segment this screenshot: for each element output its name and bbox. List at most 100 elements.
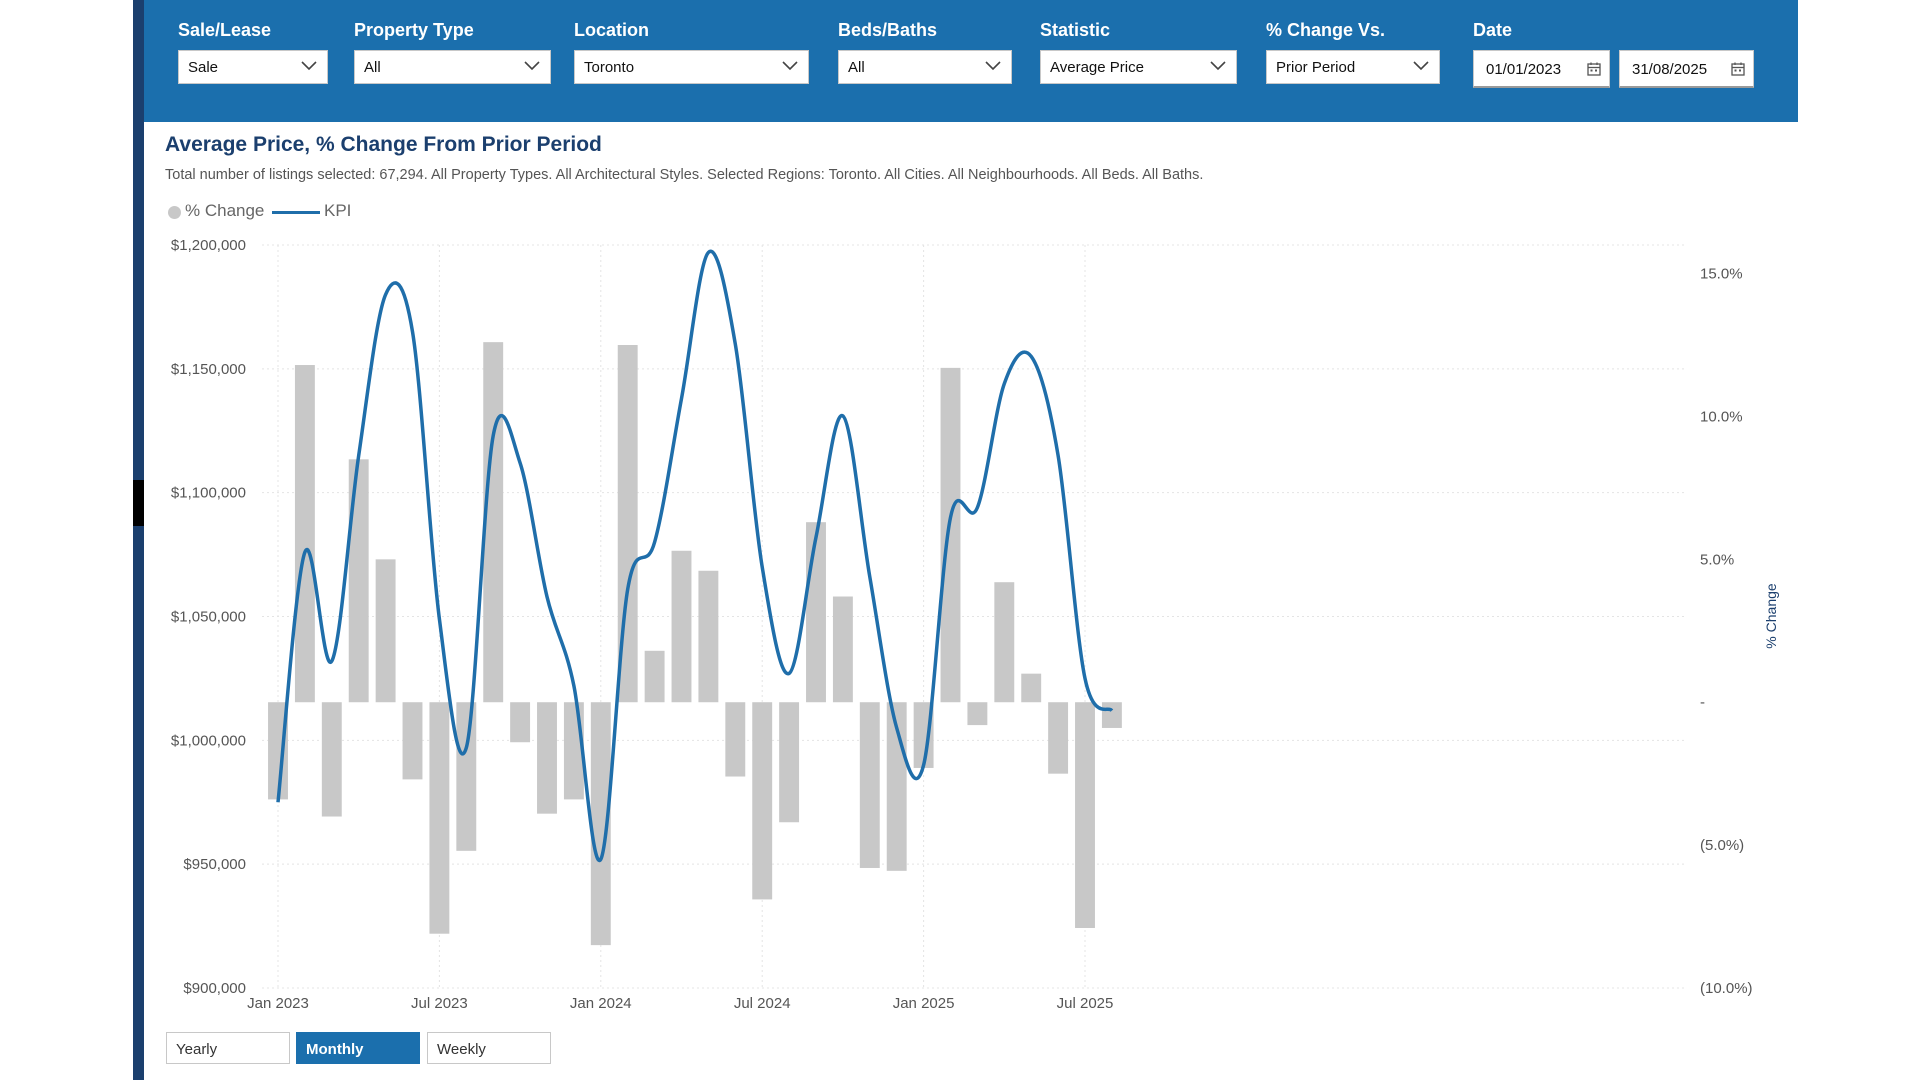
pct-change-bar bbox=[294, 365, 315, 703]
x-tick-label: Jan 2024 bbox=[570, 995, 632, 1012]
y-left-tick-label: $1,000,000 bbox=[171, 732, 246, 749]
filter-label: Sale/Lease bbox=[178, 20, 272, 40]
pct-change-bar bbox=[483, 342, 504, 703]
left-accent-bar bbox=[133, 0, 144, 1080]
filter-label: Location bbox=[574, 20, 649, 40]
pct-change-bar bbox=[1048, 702, 1069, 774]
legend-pct-change-marker bbox=[168, 206, 181, 219]
dropdown-value: Sale bbox=[188, 59, 219, 76]
kpi-line-layer bbox=[276, 249, 1114, 863]
scroll-marker bbox=[133, 480, 144, 526]
filter-label: % Change Vs. bbox=[1266, 20, 1386, 40]
pct-change-bar bbox=[779, 702, 800, 823]
y-left-tick-label: $1,050,000 bbox=[171, 609, 246, 626]
chevron-down-icon bbox=[1413, 61, 1429, 71]
pct-change-bar bbox=[510, 702, 531, 743]
legend-kpi-marker bbox=[272, 211, 320, 214]
filter-label: Statistic bbox=[1040, 20, 1111, 40]
pct-change-bar bbox=[1021, 673, 1042, 703]
pct-change-bar bbox=[859, 702, 880, 868]
monthly-button[interactable]: Monthly bbox=[296, 1032, 420, 1064]
calendar-icon[interactable] bbox=[1731, 62, 1745, 76]
pct-change-bar bbox=[402, 702, 423, 780]
filter-bar: Sale/Lease Sale Property Type All Locati… bbox=[144, 0, 1798, 122]
dropdown-value: All bbox=[848, 59, 865, 76]
pct-change-bar bbox=[321, 702, 342, 817]
filter-label: Property Type bbox=[354, 20, 474, 40]
pct-change-bar bbox=[348, 459, 369, 703]
pct-change-bar bbox=[832, 596, 853, 703]
y-left-tick-label: $1,150,000 bbox=[171, 361, 246, 378]
sale-lease-dropdown[interactable]: Sale bbox=[178, 50, 328, 84]
y-right-tick-label: 15.0% bbox=[1700, 266, 1743, 283]
x-tick-label: Jul 2024 bbox=[734, 995, 791, 1012]
y-right-axis-title: % Change bbox=[1763, 583, 1779, 649]
pct-change-bar bbox=[537, 702, 557, 814]
legend-pct-change-label: % Change bbox=[185, 201, 265, 220]
y-right-tick-label: 10.0% bbox=[1700, 408, 1743, 425]
chevron-down-icon bbox=[1210, 61, 1226, 71]
end-date-value: 31/08/2025 bbox=[1632, 61, 1708, 78]
pct-change-bar bbox=[725, 702, 746, 777]
chevron-down-icon bbox=[301, 61, 317, 71]
monthly-button-label: Monthly bbox=[306, 1041, 364, 1058]
x-tick-label: Jan 2023 bbox=[247, 995, 309, 1012]
pct-change-bars bbox=[268, 342, 1122, 946]
calendar-icon[interactable] bbox=[1587, 62, 1601, 76]
filter-label: Date bbox=[1473, 20, 1513, 40]
yearly-button-label: Yearly bbox=[176, 1041, 218, 1058]
y-left-tick-label: $900,000 bbox=[183, 980, 246, 997]
kpi-line bbox=[276, 249, 1114, 863]
chart-title: Average Price, % Change From Prior Perio… bbox=[165, 133, 602, 156]
x-tick-label: Jul 2023 bbox=[411, 995, 468, 1012]
dropdown-value: Average Price bbox=[1050, 59, 1144, 76]
chevron-down-icon bbox=[985, 61, 1001, 71]
beds-baths-dropdown[interactable]: All bbox=[838, 50, 1012, 84]
y-left-tick-label: $950,000 bbox=[183, 856, 246, 873]
location-dropdown[interactable]: Toronto bbox=[574, 50, 809, 84]
pct-change-bar bbox=[456, 702, 477, 851]
x-tick-label: Jan 2025 bbox=[893, 995, 955, 1012]
legend-kpi-label: KPI bbox=[324, 201, 352, 220]
x-tick-label: Jul 2025 bbox=[1057, 995, 1114, 1012]
y-right-tick-label: (5.0%) bbox=[1700, 837, 1744, 854]
y-left-tick-label: $1,100,000 bbox=[171, 485, 246, 502]
property-type-dropdown[interactable]: All bbox=[354, 50, 551, 84]
pct-change-bar bbox=[375, 559, 396, 703]
y-right-tick-label: 5.0% bbox=[1700, 551, 1734, 568]
filter-label: Beds/Baths bbox=[838, 20, 938, 40]
start-date-input[interactable]: 01/01/2023 bbox=[1473, 50, 1610, 88]
y-right-tick-label: - bbox=[1700, 694, 1705, 711]
pct-change-bar bbox=[698, 570, 719, 703]
pct-change-bar bbox=[940, 367, 961, 703]
pct-change-bar bbox=[994, 582, 1015, 703]
chart-subtitle: Total number of listings selected: 67,29… bbox=[165, 167, 1204, 183]
pct-change-bar bbox=[429, 702, 450, 934]
pct-change-bar bbox=[1075, 702, 1095, 928]
pct-change-bar bbox=[617, 345, 638, 703]
chevron-down-icon bbox=[524, 61, 540, 71]
dropdown-value: All bbox=[364, 59, 381, 76]
change-vs-dropdown[interactable]: Prior Period bbox=[1266, 50, 1440, 84]
pct-change-bar bbox=[268, 702, 288, 800]
weekly-button[interactable]: Weekly bbox=[427, 1032, 551, 1064]
yearly-button[interactable]: Yearly bbox=[166, 1032, 290, 1064]
dropdown-value: Prior Period bbox=[1276, 59, 1356, 76]
y-left-tick-label: $1,200,000 bbox=[171, 237, 246, 254]
pct-change-bar bbox=[644, 650, 665, 703]
dropdown-value: Toronto bbox=[584, 59, 635, 76]
pct-change-bar bbox=[967, 702, 988, 726]
pct-change-bar bbox=[752, 702, 773, 900]
combo-chart: $900,000 $950,000 $1,000,000 $1,050,000 $1,1… bbox=[171, 237, 1779, 1012]
start-date-value: 01/01/2023 bbox=[1486, 61, 1562, 78]
end-date-input[interactable]: 31/08/2025 bbox=[1619, 50, 1754, 88]
pct-change-bar bbox=[1101, 702, 1122, 728]
chevron-down-icon bbox=[782, 61, 798, 71]
pct-change-bar bbox=[671, 550, 692, 703]
gridlines bbox=[262, 244, 1687, 989]
statistic-dropdown[interactable]: Average Price bbox=[1040, 50, 1237, 84]
y-right-tick-label: (10.0%) bbox=[1700, 980, 1753, 997]
pct-change-bar bbox=[806, 522, 826, 703]
axis-labels: $900,000 $950,000 $1,000,000 $1,050,000 $1,1… bbox=[171, 237, 1779, 1012]
weekly-button-label: Weekly bbox=[437, 1041, 486, 1058]
